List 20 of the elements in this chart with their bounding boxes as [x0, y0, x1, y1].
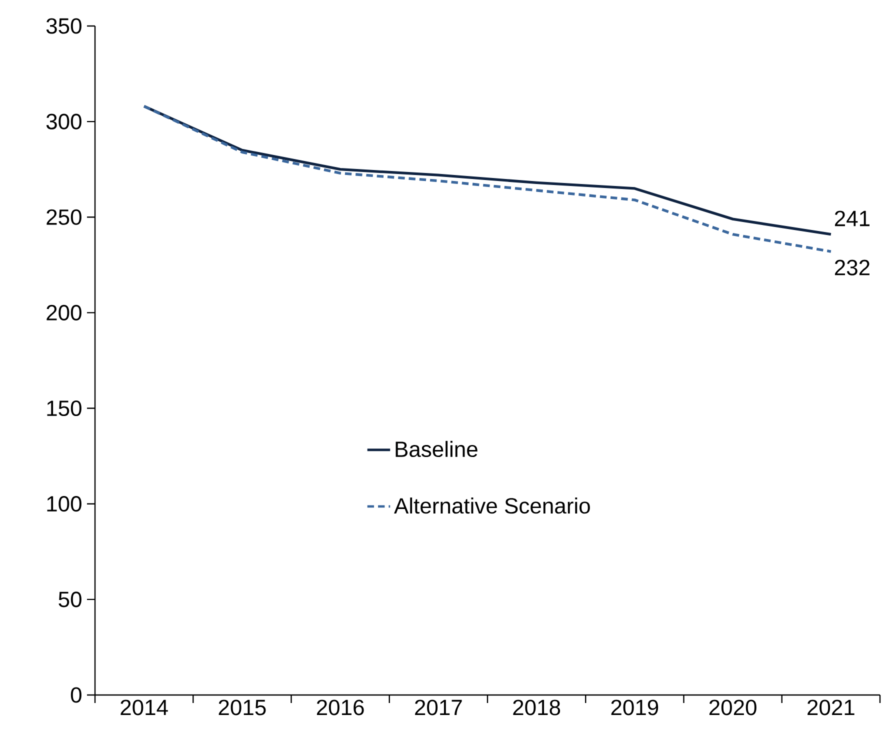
x-tick-label: 2014 [120, 700, 168, 716]
y-tick-label: 250 [46, 209, 82, 225]
y-tick-label: 50 [58, 592, 82, 608]
legend-label: Alternative Scenario [394, 498, 590, 514]
y-tick-label: 350 [46, 18, 82, 34]
x-tick-label: 2015 [218, 700, 266, 716]
y-tick-label: 200 [46, 304, 82, 320]
x-tick-label: 2021 [808, 700, 854, 716]
x-tick-label: 2020 [709, 700, 756, 716]
y-tick-label: 150 [47, 400, 82, 416]
y-tick-label: 0 [70, 687, 82, 703]
x-tick-label: 2019 [611, 700, 658, 716]
y-tick-label: 100 [47, 496, 82, 512]
legend-label: Baseline [396, 440, 478, 458]
data-label: 241 [834, 210, 870, 226]
data-label: 232 [834, 260, 870, 276]
x-tick-label: 2017 [415, 700, 462, 716]
x-tick-label: 2018 [513, 700, 560, 716]
y-tick-label: 300 [46, 114, 82, 130]
x-tick-label: 2016 [316, 700, 364, 716]
